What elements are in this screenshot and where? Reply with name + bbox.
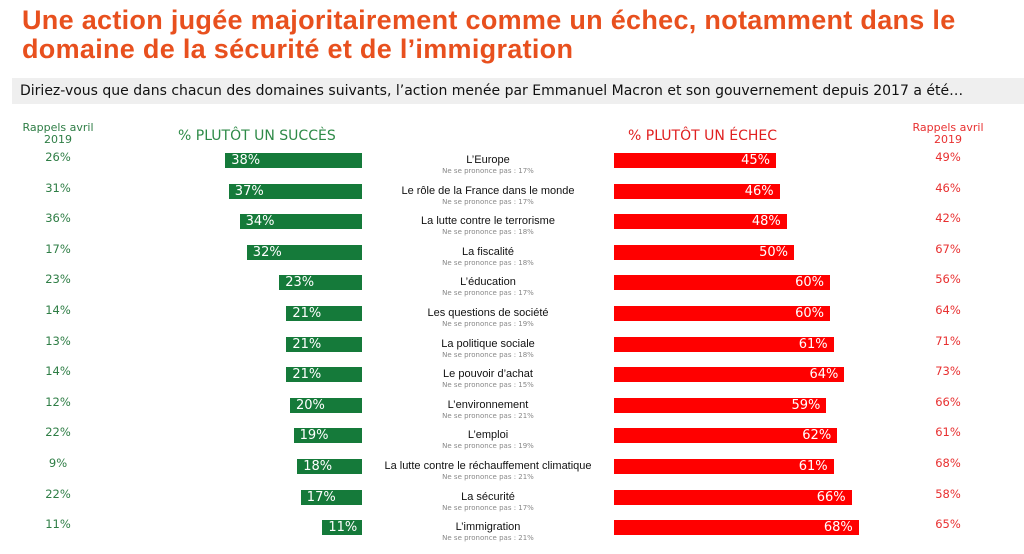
category-label: L’immigration — [455, 521, 521, 534]
no-opinion-label: Ne se prononce pas : 18% — [442, 350, 534, 359]
page-title: Une action jugée majoritairement comme u… — [22, 5, 956, 64]
category-label: Le rôle de la France dans le monde — [401, 184, 575, 197]
recall-failure-2019: 46% — [935, 180, 961, 195]
recall-success-2019: 14% — [45, 303, 71, 317]
category-label: L’emploi — [467, 429, 509, 442]
failure-bar: 50% — [614, 244, 794, 260]
category-label: La sécurité — [461, 490, 515, 503]
no-opinion-label: Ne se prononce pas : 18% — [442, 258, 534, 267]
recall-success-2019: 22% — [45, 425, 71, 440]
success-bar: 21% — [286, 336, 362, 352]
success-header: % PLUTÔT UN SUCCÈS — [178, 128, 336, 144]
recall-failure-2019: 49% — [935, 150, 961, 164]
category-label: La politique sociale — [441, 337, 535, 350]
recall-left-header: Rappels avril 2019 — [22, 121, 94, 146]
question-text: Diriez-vous que dans chacun des domaines… — [12, 78, 1024, 104]
recall-success-2019: 26% — [45, 150, 71, 164]
no-opinion-label: Ne se prononce pas : 21% — [442, 411, 534, 420]
no-opinion-label: Ne se prononce pas : 17% — [442, 289, 534, 298]
no-opinion-label: Ne se prononce pas : 15% — [442, 381, 534, 390]
success-bar: 17% — [300, 489, 362, 505]
recall-success-2019: 17% — [45, 241, 71, 256]
success-bar: 19% — [293, 428, 362, 444]
recall-success-2019: 36% — [45, 211, 71, 226]
recall-failure-2019: 67% — [935, 241, 961, 256]
success-bar: 21% — [286, 367, 362, 383]
failure-bar: 60% — [614, 275, 830, 291]
success-bar: 38% — [225, 153, 362, 168]
category-label: La lutte contre le réchauffement climati… — [384, 460, 592, 472]
failure-bar: 48% — [614, 214, 787, 230]
failure-bar: 66% — [614, 489, 852, 505]
category-label: L’éducation — [460, 276, 516, 289]
failure-bar: 64% — [614, 367, 845, 383]
no-opinion-label: Ne se prononce pas : 19% — [442, 320, 534, 328]
recall-right-header: Rappels avril 2019 — [912, 121, 984, 146]
no-opinion-label: Ne se prononce pas : 17% — [442, 167, 534, 175]
success-bar: 20% — [290, 397, 362, 413]
success-bar: 23% — [279, 275, 362, 291]
category-label: L’Europe — [466, 154, 510, 166]
success-bar: 11% — [322, 520, 362, 536]
recall-failure-2019: 61% — [935, 425, 961, 440]
success-bar: 32% — [246, 244, 362, 260]
recall-failure-2019: 73% — [935, 364, 961, 379]
failure-bar: 46% — [614, 183, 780, 199]
failure-bar: 61% — [614, 336, 834, 352]
recall-failure-2019: 58% — [935, 486, 961, 501]
recall-success-2019: 9% — [48, 456, 68, 470]
category-label: La lutte contre le terrorisme — [421, 215, 555, 228]
no-opinion-label: Ne se prononce pas : 21% — [442, 473, 534, 481]
recall-failure-2019: 64% — [935, 303, 961, 317]
recall-success-2019: 23% — [45, 272, 71, 287]
recall-success-2019: 31% — [45, 180, 71, 195]
recall-success-2019: 11% — [45, 517, 71, 532]
category-label: Les questions de société — [427, 307, 549, 319]
success-bar: 21% — [286, 306, 362, 321]
recall-failure-2019: 56% — [935, 272, 961, 287]
success-bar: 37% — [228, 183, 362, 199]
no-opinion-label: Ne se prononce pas : 17% — [442, 197, 534, 206]
success-bar: 18% — [297, 459, 362, 474]
recall-failure-2019: 71% — [935, 333, 961, 348]
failure-bar: 59% — [614, 397, 827, 413]
recall-failure-2019: 65% — [935, 517, 961, 532]
no-opinion-label: Ne se prononce pas : 17% — [442, 503, 534, 512]
recall-success-2019: 13% — [45, 333, 71, 348]
recall-success-2019: 14% — [45, 364, 71, 379]
recall-failure-2019: 42% — [935, 211, 961, 226]
category-label: La fiscalité — [462, 245, 514, 258]
failure-bar: 45% — [614, 153, 776, 168]
failure-bar: 62% — [614, 428, 838, 444]
failure-bar: 60% — [614, 306, 830, 321]
recall-failure-2019: 68% — [935, 456, 961, 470]
recall-failure-2019: 66% — [935, 394, 961, 409]
failure-bar: 61% — [614, 459, 834, 474]
no-opinion-label: Ne se prononce pas : 21% — [442, 534, 534, 543]
category-label: L’environnement — [447, 398, 529, 411]
failure-header: % PLUTÔT UN ÉCHEC — [628, 128, 778, 144]
recall-success-2019: 12% — [45, 394, 71, 409]
category-label: Le pouvoir d’achat — [443, 368, 533, 381]
no-opinion-label: Ne se prononce pas : 19% — [442, 442, 534, 451]
success-bar: 34% — [239, 214, 362, 230]
failure-bar: 68% — [614, 520, 859, 536]
recall-success-2019: 22% — [45, 486, 71, 501]
no-opinion-label: Ne se prononce pas : 18% — [442, 228, 534, 237]
